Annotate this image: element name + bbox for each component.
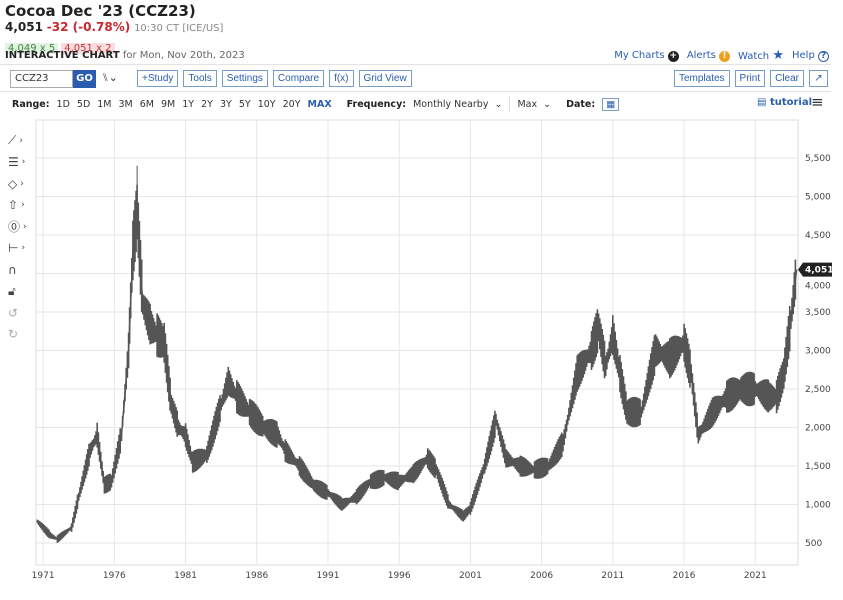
calendar-icon[interactable]: ▦ <box>602 97 620 111</box>
range-1d[interactable]: 1D <box>56 98 70 110</box>
quote-time: 10:30 CT [ICE/US] <box>134 23 224 34</box>
aggregation-dropdown[interactable]: Max ⌄ <box>517 98 552 110</box>
x-tick-label: 1981 <box>174 571 197 581</box>
price-change: -32 (-0.78%) <box>46 20 131 34</box>
range-1y[interactable]: 1Y <box>182 98 195 110</box>
x-tick-label: 1996 <box>388 571 411 581</box>
x-tick-label: 1986 <box>245 571 268 581</box>
shape-tool-icon[interactable]: ◇ › <box>8 176 24 191</box>
x-tick-label: 2001 <box>459 571 482 581</box>
y-tick-label: 2,500 <box>805 385 831 395</box>
star-icon: ★ <box>772 48 784 63</box>
tutorial-link[interactable]: ▤ tutorial <box>757 97 813 108</box>
y-tick-label: 2,000 <box>805 424 831 434</box>
toolbar-left: +Study Tools Settings Compare f(x) Grid … <box>137 70 412 87</box>
range-20y[interactable]: 20Y <box>282 98 301 110</box>
expand-icon[interactable]: ↗ <box>809 70 828 87</box>
my-charts-link[interactable]: My Charts + <box>614 49 679 62</box>
x-tick-label: 2006 <box>530 571 553 581</box>
chart-date: for Mon, Nov 20th, 2023 <box>122 50 245 61</box>
range-9m[interactable]: 9M <box>161 98 176 110</box>
price-line <box>36 211 798 540</box>
arrow-tool-icon[interactable]: ⇧ › <box>8 198 25 213</box>
range-10y[interactable]: 10Y <box>257 98 276 110</box>
magnet-icon[interactable]: ∩ <box>8 262 17 277</box>
page-title: Cocoa Dec '23 (CCZ23) <box>5 2 196 20</box>
ask: 4,051 x 2 <box>61 43 115 54</box>
compare-button[interactable]: Compare <box>272 70 325 87</box>
x-tick-label: 2011 <box>601 571 624 581</box>
redo-icon[interactable]: ↻ <box>8 327 19 342</box>
range-5y[interactable]: 5Y <box>238 98 251 110</box>
price-bars <box>36 184 797 543</box>
fx-button[interactable]: f(x) <box>329 70 354 87</box>
frequency-dropdown[interactable]: Monthly Nearby ⌄ <box>413 98 503 110</box>
alerts-link[interactable]: Alerts ! <box>687 50 731 62</box>
tools-button[interactable]: Tools <box>183 70 217 87</box>
annotation-tool-icon[interactable]: ⓪ › <box>8 220 27 235</box>
quote-line: 4,051 -32 (-0.78%) 10:30 CT [ICE/US] <box>5 20 223 34</box>
fibonacci-tool-icon[interactable]: ☰ › <box>8 155 26 170</box>
menu-icon[interactable]: ≡ <box>811 93 824 111</box>
last-price: 4,051 <box>5 20 43 34</box>
measure-tool-icon[interactable]: ⊢ › <box>8 241 26 256</box>
undo-icon[interactable]: ↺ <box>8 305 19 320</box>
grid-view-button[interactable]: Grid View <box>358 70 412 87</box>
y-tick-label: 4,500 <box>805 231 831 241</box>
last-price-marker <box>798 262 832 277</box>
range-1m[interactable]: 1M <box>97 98 112 110</box>
bid: 4,049 x 5 <box>5 43 59 54</box>
chart-heading: INTERACTIVE CHART for Mon, Nov 20th, 202… <box>5 50 245 61</box>
help-icon: ? <box>818 50 829 62</box>
lock-icon[interactable]: 🔓︎ <box>8 283 16 298</box>
date-label: Date: <box>566 98 596 110</box>
y-tick-label: 3,000 <box>805 347 831 357</box>
range-bar: Range: 1D 5D 1M 3M 6M 9M 1Y 2Y 3Y 5Y 10Y… <box>12 96 620 112</box>
frequency-label: Frequency: <box>346 98 407 110</box>
range-2y[interactable]: 2Y <box>201 98 213 110</box>
x-tick-label: 1971 <box>32 571 55 581</box>
range-3y[interactable]: 3Y <box>219 98 232 110</box>
toolbar-right: Templates Print Clear ↗ <box>673 70 828 87</box>
top-nav: My Charts + Alerts ! Watch ★ Help ? <box>614 48 829 63</box>
y-tick-label: 1,000 <box>805 501 831 511</box>
x-tick-label: 1976 <box>103 571 126 581</box>
y-tick-label: 5,500 <box>805 154 831 164</box>
print-button[interactable]: Print <box>734 70 766 87</box>
last-price-label: 4,051 <box>805 266 833 276</box>
bar-type-dropdown[interactable]: ⑊⌄ <box>102 71 118 84</box>
x-tick-label: 2021 <box>744 571 767 581</box>
y-tick-label: 3,500 <box>805 308 831 318</box>
range-6m[interactable]: 6M <box>139 98 155 110</box>
watch-link[interactable]: Watch ★ <box>738 48 784 63</box>
study-button[interactable]: +Study <box>137 70 179 87</box>
x-tick-label: 2016 <box>673 571 696 581</box>
templates-button[interactable]: Templates <box>673 70 730 87</box>
plot-frame <box>35 119 799 566</box>
y-tick-label: 500 <box>805 539 822 549</box>
y-tick-label: 5,000 <box>805 193 831 203</box>
chart-label: INTERACTIVE CHART <box>5 50 120 61</box>
drawing-toolbar: ⟋ › ☰ › ◇ › ⇧ › ⓪ › ⊢ › ∩ 🔓︎ ↺ ↻ <box>8 130 34 345</box>
range-5d[interactable]: 5D <box>76 98 91 110</box>
help-link[interactable]: Help ? <box>792 50 829 62</box>
plus-icon: + <box>667 50 679 62</box>
y-tick-label: 4,000 <box>805 282 831 292</box>
bid-ask: 4,049 x 5 4,051 x 2 <box>5 36 115 55</box>
range-label: Range: <box>12 98 50 110</box>
clear-button[interactable]: Clear <box>770 70 804 87</box>
settings-button[interactable]: Settings <box>221 70 268 87</box>
go-button[interactable]: GO <box>73 70 96 88</box>
symbol-input[interactable]: CCZ23 <box>10 70 73 88</box>
range-max[interactable]: MAX <box>307 98 332 110</box>
y-tick-label: 1,500 <box>805 462 831 472</box>
line-tool-icon[interactable]: ⟋ › <box>8 133 24 148</box>
range-3m[interactable]: 3M <box>118 98 133 110</box>
x-tick-label: 1991 <box>317 571 340 581</box>
alert-icon: ! <box>719 50 731 62</box>
